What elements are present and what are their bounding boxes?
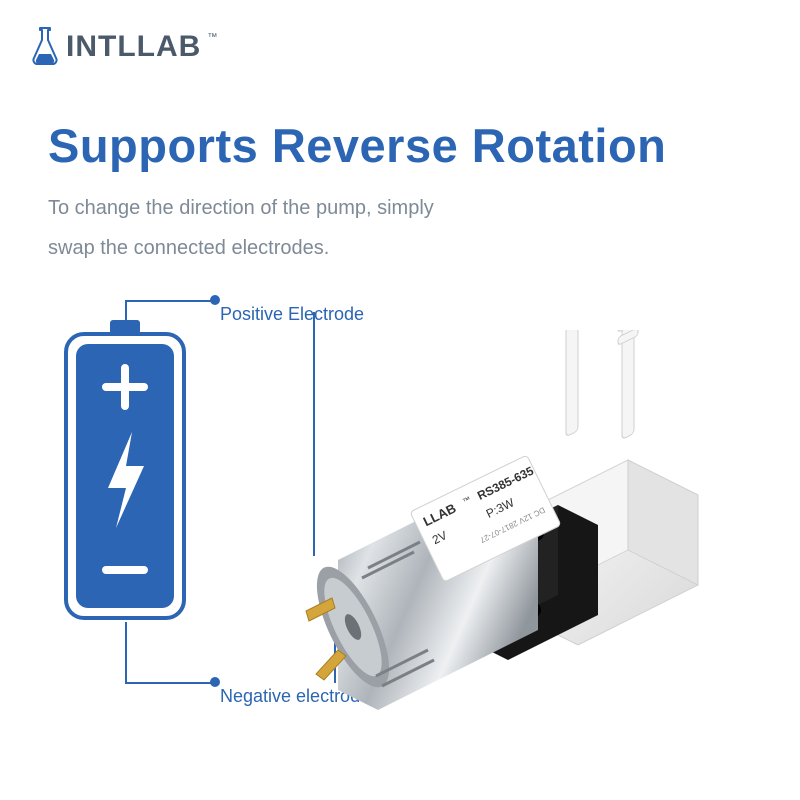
- diagram: Positive Electrode Negative electrode: [48, 290, 748, 770]
- lead-dot: [210, 295, 220, 305]
- brand-tm: ™: [207, 32, 217, 43]
- lead-line: [125, 300, 215, 302]
- pump-illustration: LLAB ™ RS385-635 2V P:3W DC 12V 2817-07-…: [288, 330, 738, 730]
- brand-logo: INTLLAB ™: [30, 26, 217, 68]
- subtext: To change the direction of the pump, sim…: [48, 188, 434, 268]
- flask-icon: [30, 26, 60, 68]
- subtext-line-2: swap the connected electrodes.: [48, 228, 434, 268]
- lead-line: [125, 682, 215, 684]
- lead-dot: [210, 677, 220, 687]
- brand-name: INTLLAB: [66, 30, 201, 64]
- lead-line: [125, 300, 127, 320]
- lead-line: [125, 622, 127, 682]
- positive-electrode-label: Positive Electrode: [220, 304, 364, 325]
- battery-icon: [64, 320, 186, 620]
- subtext-line-1: To change the direction of the pump, sim…: [48, 188, 434, 228]
- headline: Supports Reverse Rotation: [48, 118, 666, 173]
